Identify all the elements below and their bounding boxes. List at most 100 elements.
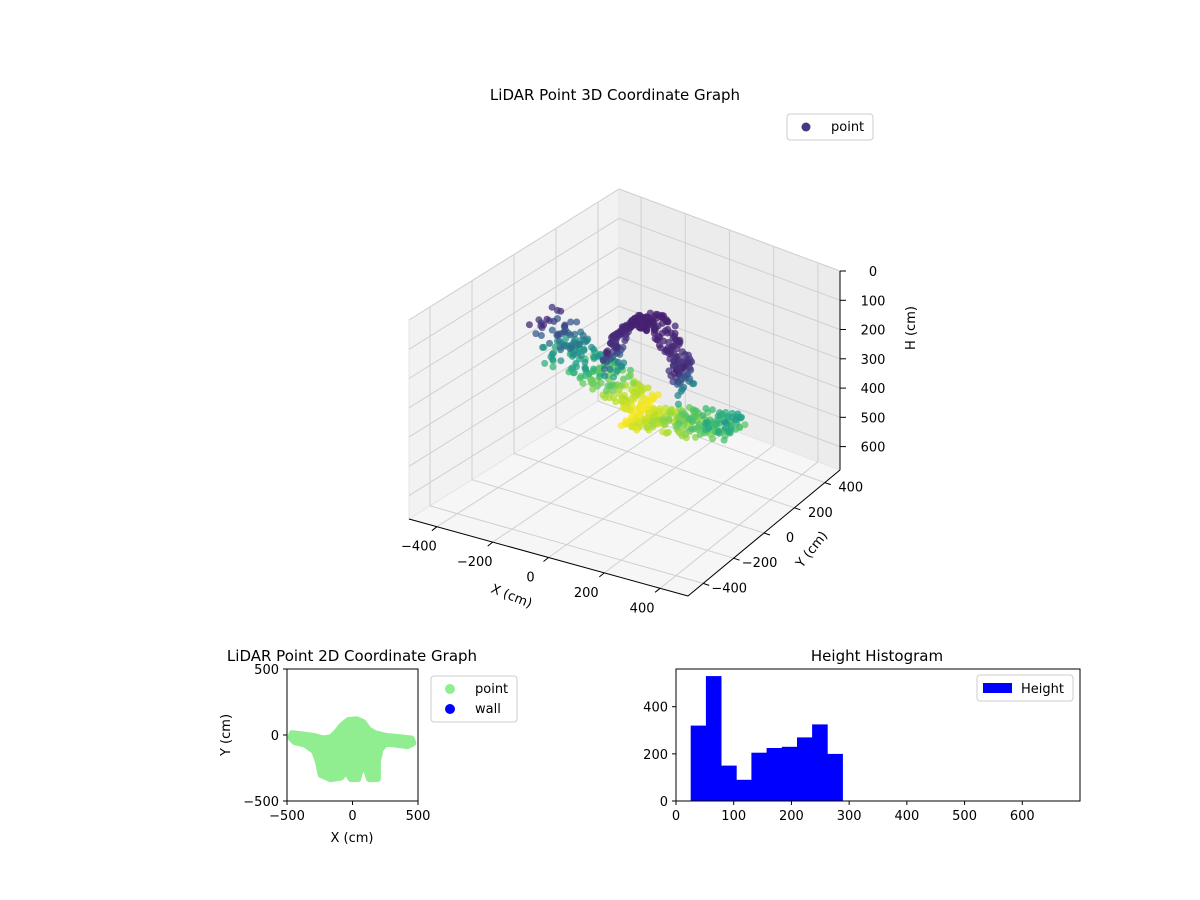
histogram-bar [736, 779, 752, 801]
point-marker [581, 372, 589, 380]
point-marker [583, 337, 591, 345]
z-tick-label: 400 [861, 382, 886, 397]
x-tick-label: 400 [630, 601, 655, 616]
z-tick-label: 200 [861, 324, 886, 339]
y-tick-label: 400 [838, 481, 863, 496]
point-marker [678, 432, 686, 440]
point-marker [687, 425, 695, 433]
y-tick-label: −400 [711, 581, 747, 596]
histogram-bar [766, 748, 783, 801]
point-marker [663, 429, 670, 437]
point-marker [567, 344, 575, 352]
point-marker [557, 346, 565, 354]
point-marker [636, 324, 644, 332]
point-marker [696, 430, 704, 438]
point-marker [548, 350, 556, 358]
point-marker [609, 387, 617, 395]
chart-histogram: Height Histogram 0 100 200 300 400 500 600 0 200… [643, 647, 1081, 824]
point-marker [567, 318, 575, 326]
chart-2d: LiDAR Point 2D Coordinate Graph −500 0 500… [219, 647, 518, 846]
chart-2d-ylabel: Y (cm) [219, 714, 234, 757]
point-marker [540, 321, 548, 329]
chart-3d-legend-marker [801, 122, 811, 132]
grid-left-z [408, 247, 620, 379]
point-marker [576, 374, 584, 382]
point-marker [566, 331, 574, 339]
chart-3d-legend: point [786, 113, 874, 141]
grid-floor-y [471, 479, 734, 559]
point-marker [720, 436, 728, 444]
y-tick-mark [763, 532, 771, 536]
x-tick-mark [598, 572, 605, 578]
point-marker [705, 424, 713, 432]
z-tick-label: 0 [869, 265, 877, 280]
point-marker [622, 405, 630, 413]
point-marker [590, 345, 598, 353]
point-marker [577, 352, 585, 360]
point-marker [617, 328, 625, 336]
point-marker [543, 315, 551, 323]
histogram-bar [827, 753, 843, 801]
point-marker [602, 387, 610, 395]
point-marker [721, 418, 729, 426]
point-marker [596, 373, 604, 381]
chart-3d-points [525, 303, 749, 444]
x-tick-label: −200 [457, 555, 493, 570]
point-marker [557, 357, 565, 365]
point-marker [602, 348, 610, 356]
point-marker [581, 364, 589, 372]
point-marker [692, 412, 699, 420]
point-marker [614, 358, 622, 366]
point-marker [741, 421, 749, 429]
chart-2d-legend-marker-wall [445, 704, 455, 714]
histogram-bar [797, 737, 813, 801]
chart-2d-legend-marker-point [445, 684, 455, 694]
z-tick-label: 600 [861, 441, 886, 456]
histogram-bar [690, 725, 707, 801]
point-marker [666, 355, 674, 363]
point-marker [701, 419, 709, 427]
y-tick-mark [703, 582, 710, 586]
chart-2d-legend-label-point: point [475, 682, 508, 697]
point-marker [669, 378, 677, 386]
point-marker [633, 426, 641, 434]
chart-3d-gridlines [408, 188, 841, 589]
point-marker [539, 343, 547, 351]
point-marker [612, 398, 620, 406]
x-tick-label: 300 [837, 809, 862, 824]
point-marker [617, 422, 625, 430]
histogram-bar [781, 746, 798, 801]
x-tick-mark [543, 557, 549, 562]
point-marker [535, 316, 543, 324]
point-marker [657, 344, 665, 352]
chart-3d-zlabel: H (cm) [904, 306, 919, 350]
point-marker [537, 332, 545, 339]
y-tick-mark [824, 482, 831, 486]
x-tick-label: 400 [894, 809, 919, 824]
point-marker [555, 337, 563, 345]
point-marker [629, 379, 637, 387]
histogram-title: Height Histogram [811, 647, 943, 665]
point-marker [546, 339, 553, 347]
histogram-legend: Height [976, 674, 1074, 702]
grid-left-z [408, 276, 620, 409]
x-tick-label: 200 [574, 586, 599, 601]
x-tick-label: 0 [526, 571, 534, 586]
point-marker [548, 303, 556, 311]
y-tick-label: 0 [786, 531, 794, 546]
grid-back-z [618, 276, 841, 360]
chart-3d-legend-label: point [831, 120, 864, 135]
point-marker [601, 394, 609, 401]
histogram-legend-label: Height [1021, 682, 1064, 697]
y-tick-label: 0 [271, 729, 279, 744]
point-marker [573, 318, 581, 326]
y-tick-mark [794, 507, 801, 511]
point-marker [525, 321, 533, 329]
point-marker [599, 357, 607, 365]
point-marker [570, 351, 578, 358]
point-marker [661, 421, 669, 429]
histogram-bar [721, 765, 737, 801]
histogram-frame [675, 668, 1081, 802]
y-tick-label: 500 [254, 663, 279, 678]
point-marker [732, 416, 739, 424]
